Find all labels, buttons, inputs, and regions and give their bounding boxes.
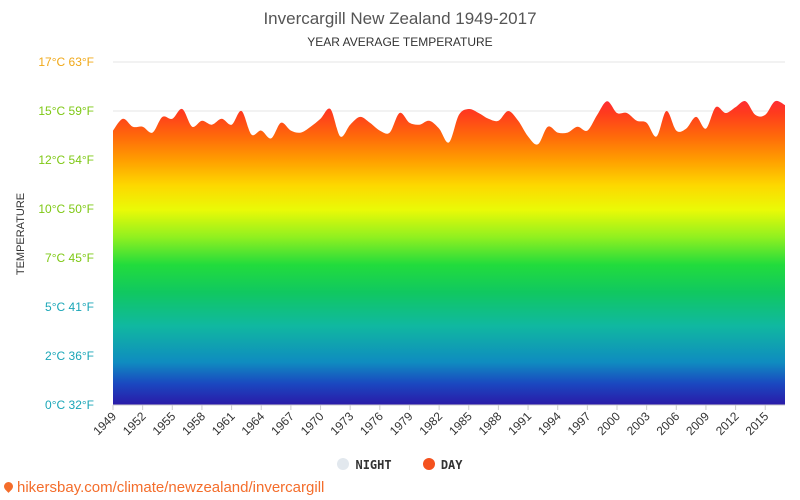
legend-dot-night bbox=[337, 458, 350, 470]
x-tick-label: 2009 bbox=[683, 409, 712, 438]
x-tick-label: 1970 bbox=[298, 409, 327, 438]
x-axis-ticks: 1949 1952 1955 1958 1961 1964 1967 1970 1973 1976… bbox=[90, 405, 772, 438]
x-tick-label: 1982 bbox=[416, 409, 445, 438]
y-tick-label: 0°C 32°F bbox=[45, 398, 94, 412]
y-axis-ticks: 0°C 32°F 2°C 36°F 5°C 41°F 7°C 45°F 10°C 50°… bbox=[38, 55, 94, 412]
x-tick-label: 1991 bbox=[505, 409, 534, 438]
x-tick-label: 1949 bbox=[90, 409, 119, 438]
x-tick-label: 1964 bbox=[239, 409, 268, 438]
chart-title: Invercargill New Zealand 1949-2017 bbox=[263, 9, 536, 28]
map-pin-icon bbox=[2, 480, 15, 493]
y-tick-label: 12°C 54°F bbox=[38, 153, 94, 167]
source-text: hikersbay.com/climate/newzealand/inverca… bbox=[17, 479, 325, 496]
x-tick-label: 1979 bbox=[387, 409, 416, 438]
x-tick-label: 2000 bbox=[594, 409, 623, 438]
x-tick-label: 2012 bbox=[713, 409, 742, 438]
y-tick-label: 17°C 63°F bbox=[38, 55, 94, 69]
plot-areas bbox=[113, 100, 785, 405]
x-tick-label: 2003 bbox=[624, 409, 653, 438]
legend: NIGHT DAY bbox=[0, 458, 800, 472]
x-tick-label: 2006 bbox=[654, 409, 683, 438]
y-tick-label: 2°C 36°F bbox=[45, 349, 94, 363]
legend-label-day: DAY bbox=[440, 458, 463, 472]
x-tick-label: 1958 bbox=[179, 409, 208, 438]
area-night bbox=[113, 277, 785, 405]
y-tick-label: 15°C 59°F bbox=[38, 104, 94, 118]
x-tick-label: 2015 bbox=[743, 409, 772, 438]
x-tick-label: 1985 bbox=[446, 409, 475, 438]
y-tick-label: 7°C 45°F bbox=[45, 251, 94, 265]
x-tick-label: 1967 bbox=[268, 409, 297, 438]
y-axis-title: TEMPERATURE bbox=[15, 193, 27, 275]
x-tick-label: 1955 bbox=[150, 409, 179, 438]
x-tick-label: 1988 bbox=[476, 409, 505, 438]
x-tick-label: 1994 bbox=[535, 409, 564, 438]
x-tick-label: 1952 bbox=[120, 409, 149, 438]
x-tick-label: 1973 bbox=[328, 409, 357, 438]
x-tick-label: 1961 bbox=[209, 409, 238, 438]
legend-item-night[interactable]: NIGHT bbox=[337, 458, 392, 472]
x-tick-label: 1976 bbox=[357, 409, 386, 438]
y-tick-label: 5°C 41°F bbox=[45, 300, 94, 314]
y-tick-label: 10°C 50°F bbox=[38, 202, 94, 216]
source-link[interactable]: hikersbay.com/climate/newzealand/inverca… bbox=[2, 479, 325, 496]
chart-subtitle: YEAR AVERAGE TEMPERATURE bbox=[307, 35, 492, 49]
legend-item-day[interactable]: DAY bbox=[422, 458, 463, 472]
legend-dot-day bbox=[422, 458, 435, 470]
legend-label-night: NIGHT bbox=[355, 458, 392, 472]
x-tick-label: 1997 bbox=[565, 409, 594, 438]
